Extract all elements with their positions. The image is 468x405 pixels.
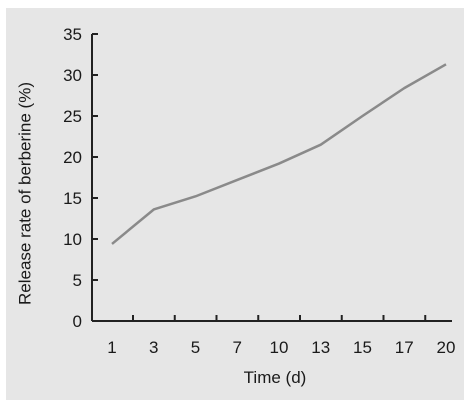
y-tick-label: 30 (63, 66, 82, 85)
x-tick-label: 13 (311, 338, 330, 357)
y-tick-label: 25 (63, 107, 82, 126)
x-tick-label: 17 (395, 338, 414, 357)
chart-background (6, 8, 464, 400)
x-tick-label: 1 (107, 338, 116, 357)
x-axis-label: Time (d) (244, 368, 307, 387)
x-tick-label: 7 (233, 338, 242, 357)
x-tick-label: 3 (149, 338, 158, 357)
x-tick-label: 5 (191, 338, 200, 357)
series-layer (111, 63, 447, 245)
y-tick-label: 35 (63, 25, 82, 44)
y-axis-ticks: 0 5 10 15 20 25 30 35 (63, 25, 98, 331)
series-line (111, 63, 447, 245)
y-tick-label: 10 (63, 230, 82, 249)
y-tick-label: 0 (73, 312, 82, 331)
x-tick-label: 20 (437, 338, 456, 357)
x-tick-label: 15 (353, 338, 372, 357)
x-tick-label: 10 (270, 338, 289, 357)
y-axis-label: Release rate of berberine (%) (15, 82, 34, 305)
x-axis-ticks: 1 3 5 7 10 13 15 17 20 (107, 315, 455, 357)
chart-panel: 0 5 10 15 20 25 30 35 1 3 5 7 10 13 15 17 20 Time (d) R… (6, 8, 464, 400)
y-tick-label: 5 (73, 271, 82, 290)
y-tick-label: 15 (63, 189, 82, 208)
y-tick-label: 20 (63, 148, 82, 167)
